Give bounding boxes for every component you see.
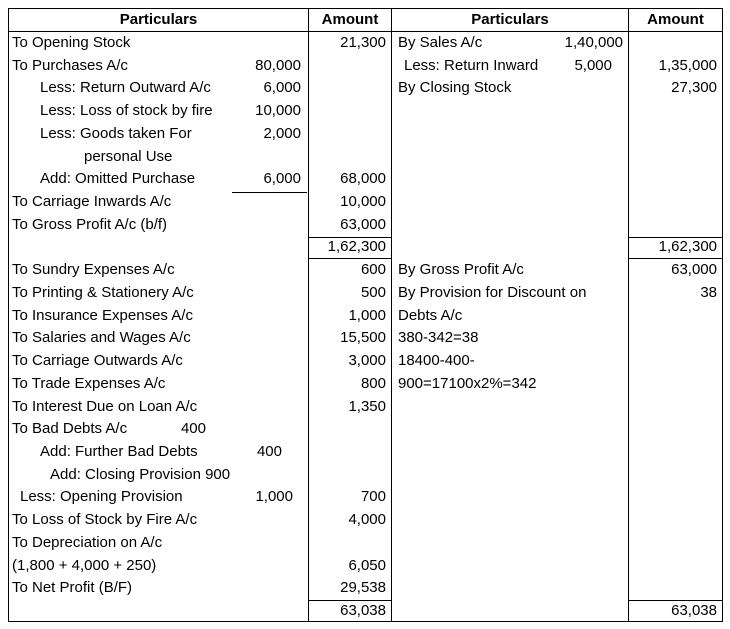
amount: 63,000 [671, 261, 717, 279]
particular: Add: Further Bad Debts [40, 442, 198, 460]
column-rule [308, 8, 309, 622]
amount: 68,000 [340, 170, 386, 188]
particular: To Net Profit (B/F) [12, 579, 133, 597]
amount: 800 [360, 374, 386, 392]
amount: 63,038 [671, 602, 717, 619]
amount: 63,000 [340, 215, 386, 233]
amount: 600 [360, 261, 386, 279]
border [8, 8, 9, 622]
total-rule [628, 237, 723, 238]
column-header: Particulars [119, 11, 198, 28]
particular: 18400-400- [398, 352, 475, 370]
inner-amount: 5,000 [574, 56, 612, 74]
particular: To Carriage Outwards A/c [12, 352, 183, 370]
inner-amount: 400 [256, 442, 282, 460]
border [8, 621, 723, 622]
border [8, 8, 723, 9]
inner-amount: 1,000 [255, 488, 293, 506]
particular: To Bad Debts A/c [12, 420, 128, 438]
amount: 1,35,000 [658, 56, 717, 74]
amount: 3,000 [348, 352, 386, 370]
particular: By Closing Stock [398, 79, 512, 97]
amount: 6,050 [348, 556, 386, 574]
amount: 4,000 [348, 511, 386, 529]
particular: Less: Opening Provision [20, 488, 183, 506]
amount: 700 [360, 488, 386, 506]
particular: 900=17100x2%=342 [398, 374, 537, 392]
inner-amount: 2,000 [263, 124, 301, 142]
particular: To Loss of Stock by Fire A/c [12, 511, 198, 529]
particular: To Purchases A/c [12, 56, 128, 74]
amount: 63,038 [340, 602, 386, 619]
total-rule [628, 600, 723, 601]
amount: 1,000 [348, 306, 386, 324]
inner-amount: 80,000 [255, 56, 301, 74]
particular: To Opening Stock [12, 34, 131, 51]
amount: 21,300 [340, 34, 386, 51]
particular: To Depreciation on A/c [12, 533, 163, 551]
particular: (1,800 + 4,000 + 250) [12, 556, 157, 574]
amount: 10,000 [340, 193, 386, 211]
particular: Less: Return Inward [404, 56, 539, 74]
particular: 380-342=38 [398, 329, 479, 347]
particular: To Gross Profit A/c (b/f) [12, 215, 168, 233]
particular: To Trade Expenses A/c [12, 374, 166, 392]
particular: To Interest Due on Loan A/c [12, 397, 198, 415]
total-rule [308, 600, 392, 601]
border [722, 8, 723, 622]
total-rule [628, 258, 723, 259]
total-rule [308, 237, 392, 238]
particular: To Insurance Expenses A/c [12, 306, 193, 324]
column-rule [391, 8, 392, 622]
particular: Less: Goods taken For [40, 124, 192, 142]
particular: To Sundry Expenses A/c [12, 261, 175, 279]
column-header: Amount [647, 11, 704, 28]
particular: Add: Omitted Purchase [40, 170, 196, 188]
column-header: Particulars [471, 11, 549, 28]
inner-amount: 10,000 [255, 102, 301, 120]
inner-amount: 400 [180, 420, 206, 438]
particular: To Carriage Inwards A/c [12, 193, 172, 211]
amount: 27,300 [671, 79, 717, 97]
inner-amount: 6,000 [263, 170, 301, 188]
particular: By Provision for Discount on [398, 283, 587, 301]
amount: 15,500 [340, 329, 386, 347]
amount: 1,350 [348, 397, 386, 415]
inner-amount: 6,000 [263, 79, 301, 97]
column-rule [628, 8, 629, 622]
amount: 1,62,300 [658, 238, 717, 256]
amount: 500 [360, 283, 386, 301]
particular: By Gross Profit A/c [398, 261, 524, 279]
particular: By Sales A/c [398, 34, 483, 51]
inner-amount: 1,40,000 [564, 34, 623, 51]
particular: Less: Loss of stock by fire [40, 102, 213, 120]
amount: 29,538 [340, 579, 386, 597]
particular: To Salaries and Wages A/c [12, 329, 191, 347]
total-rule [232, 192, 307, 193]
amount: 38 [700, 283, 717, 301]
particular: To Printing & Stationery A/c [12, 283, 194, 301]
particular: Add: Closing Provision 900 [50, 465, 231, 483]
column-header: Amount [321, 11, 379, 28]
particular: personal Use [84, 147, 173, 165]
header-rule [8, 31, 723, 32]
total-rule [308, 258, 392, 259]
amount: 1,62,300 [327, 238, 386, 256]
particular: Debts A/c [398, 306, 463, 324]
particular: Less: Return Outward A/c [40, 79, 211, 97]
